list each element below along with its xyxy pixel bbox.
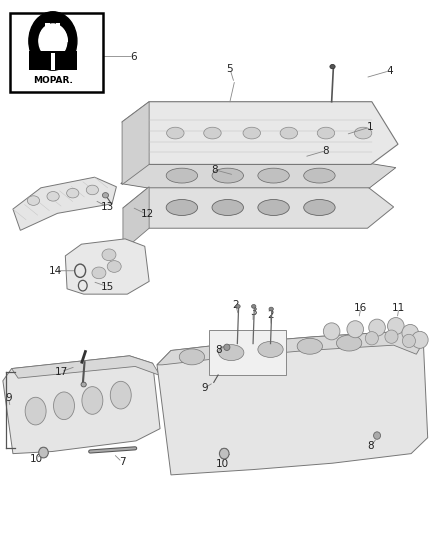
Text: 16: 16 [354, 303, 367, 313]
Polygon shape [12, 356, 160, 378]
Ellipse shape [388, 318, 404, 335]
Ellipse shape [269, 307, 273, 311]
Ellipse shape [67, 188, 79, 198]
Polygon shape [13, 177, 117, 230]
Ellipse shape [219, 448, 229, 459]
Polygon shape [3, 356, 160, 454]
Ellipse shape [323, 323, 340, 340]
Text: 9: 9 [202, 383, 208, 393]
Ellipse shape [412, 332, 428, 349]
Ellipse shape [166, 168, 198, 183]
Ellipse shape [336, 335, 362, 351]
Ellipse shape [86, 185, 99, 195]
Ellipse shape [212, 199, 244, 215]
Ellipse shape [110, 381, 131, 409]
Ellipse shape [92, 267, 106, 279]
Bar [51, 53, 55, 70]
Ellipse shape [27, 196, 39, 205]
Text: 3: 3 [250, 306, 256, 317]
Polygon shape [122, 102, 149, 184]
Text: 5: 5 [226, 64, 233, 74]
Ellipse shape [347, 321, 364, 338]
Polygon shape [122, 102, 398, 165]
Ellipse shape [402, 325, 419, 342]
Ellipse shape [224, 344, 230, 351]
Text: 6: 6 [131, 52, 137, 61]
Text: 17: 17 [54, 367, 67, 377]
Text: 8: 8 [367, 441, 374, 451]
Ellipse shape [236, 304, 240, 308]
Text: MOPAR.: MOPAR. [33, 76, 73, 85]
Ellipse shape [102, 192, 109, 198]
Ellipse shape [374, 432, 381, 439]
Text: 8: 8 [211, 165, 218, 175]
Polygon shape [157, 332, 427, 475]
Text: 1: 1 [366, 122, 373, 132]
Ellipse shape [243, 127, 261, 139]
Text: 4: 4 [386, 66, 392, 76]
Ellipse shape [82, 386, 103, 414]
Ellipse shape [403, 334, 416, 348]
Text: 8: 8 [323, 146, 329, 156]
Ellipse shape [258, 342, 283, 358]
Ellipse shape [53, 392, 74, 419]
Bar [56, 23, 60, 42]
Ellipse shape [166, 199, 198, 215]
Text: 10: 10 [30, 454, 43, 464]
Polygon shape [123, 187, 149, 251]
Ellipse shape [102, 249, 116, 261]
Bar [209, 330, 286, 375]
Text: 10: 10 [216, 459, 229, 469]
Text: 15: 15 [101, 282, 114, 292]
Text: 2: 2 [232, 300, 239, 310]
Bar [46, 23, 50, 42]
Ellipse shape [258, 168, 289, 183]
Polygon shape [121, 164, 396, 188]
Text: 8: 8 [215, 345, 222, 356]
Polygon shape [123, 187, 394, 228]
Ellipse shape [107, 261, 121, 272]
Text: 2: 2 [267, 310, 274, 320]
Polygon shape [65, 239, 149, 294]
Ellipse shape [39, 447, 48, 458]
Circle shape [39, 24, 67, 58]
Ellipse shape [365, 332, 378, 345]
Text: 7: 7 [119, 457, 125, 467]
Ellipse shape [166, 127, 184, 139]
Ellipse shape [304, 199, 335, 215]
Ellipse shape [297, 338, 322, 354]
Ellipse shape [330, 64, 335, 69]
Ellipse shape [25, 397, 46, 425]
Bar [29, 51, 77, 70]
Ellipse shape [304, 168, 335, 183]
Ellipse shape [81, 382, 86, 387]
Bar [11, 13, 103, 92]
Ellipse shape [212, 168, 244, 183]
Ellipse shape [385, 330, 398, 343]
Text: 14: 14 [49, 266, 62, 276]
Ellipse shape [204, 127, 221, 139]
Polygon shape [157, 332, 424, 365]
Text: 12: 12 [140, 209, 154, 220]
Text: 13: 13 [101, 202, 114, 212]
Circle shape [29, 12, 77, 70]
Ellipse shape [47, 191, 59, 201]
Text: 11: 11 [392, 303, 406, 313]
Ellipse shape [219, 345, 244, 361]
Ellipse shape [369, 319, 385, 336]
Ellipse shape [354, 127, 372, 139]
Ellipse shape [251, 304, 256, 308]
Text: 9: 9 [5, 393, 12, 403]
Ellipse shape [280, 127, 297, 139]
Ellipse shape [317, 127, 335, 139]
Ellipse shape [179, 349, 205, 365]
Ellipse shape [258, 199, 289, 215]
